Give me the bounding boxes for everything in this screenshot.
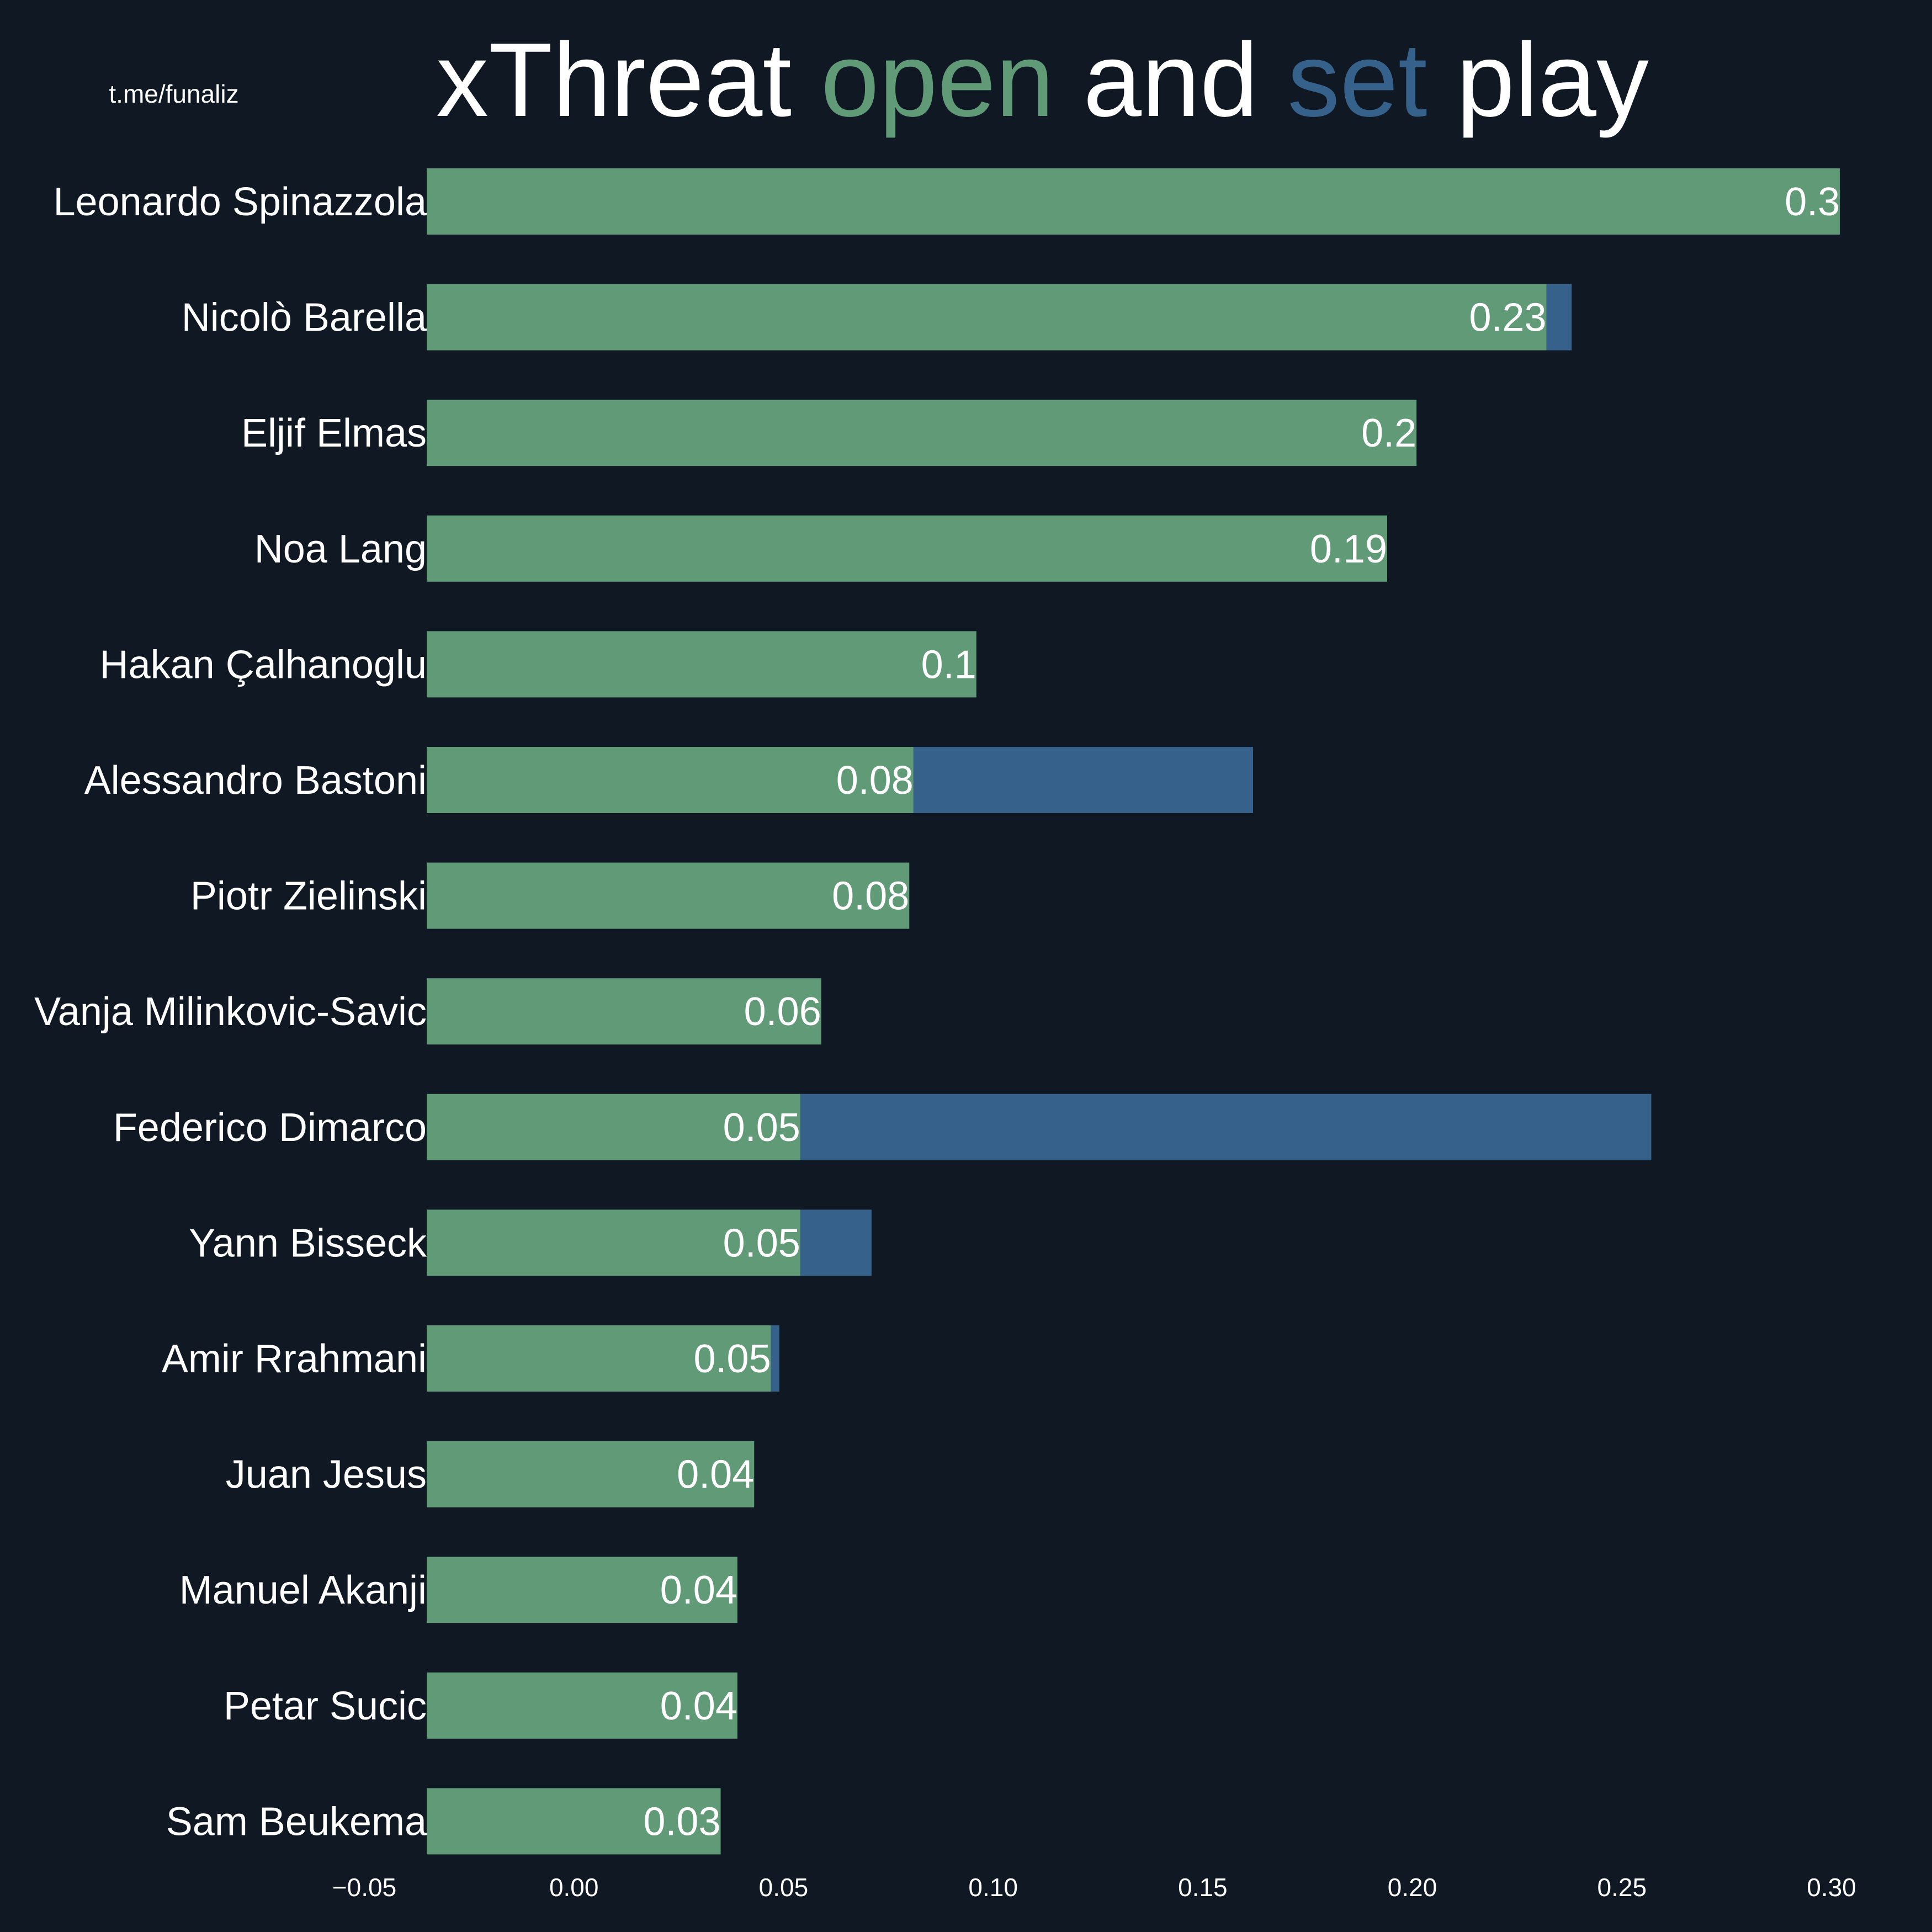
bar-open-play — [427, 862, 910, 929]
bar-set-play — [913, 747, 1253, 813]
bar-open-play — [427, 1557, 737, 1623]
chart-title: xThreat open and set play — [436, 22, 1649, 139]
value-label: 0.23 — [1469, 296, 1546, 340]
x-tick-label: 0.05 — [759, 1873, 809, 1902]
x-tick-label: 0.30 — [1807, 1873, 1856, 1902]
player-label: Piotr Zielinski — [190, 874, 427, 919]
value-label: 0.04 — [660, 1568, 737, 1612]
value-label: 0.06 — [744, 990, 821, 1034]
bar-set-play — [771, 1325, 779, 1392]
bar-open-play — [427, 515, 1388, 582]
player-label: Federico Dimarco — [113, 1106, 427, 1150]
x-axis: −0.05 0.00 0.05 0.10 0.15 0.20 0.25 0.30 — [332, 1873, 1856, 1902]
bar-open-play — [427, 631, 976, 698]
title-part: open — [821, 22, 1054, 139]
value-label: 0.2 — [1361, 411, 1416, 455]
player-label: Juan Jesus — [226, 1453, 427, 1497]
title-part: play — [1427, 22, 1649, 139]
player-label: Vanja Milinkovic-Savic — [34, 990, 427, 1034]
bar-open-play — [427, 978, 821, 1045]
title-part: and — [1054, 22, 1288, 139]
value-label: 0.1 — [921, 643, 976, 687]
player-label: Noa Lang — [254, 527, 427, 571]
bar-open-play — [427, 400, 1417, 466]
value-label: 0.04 — [677, 1453, 754, 1497]
bar-open-play — [427, 747, 914, 813]
player-label: Eljif Elmas — [241, 411, 427, 455]
bar-set-play — [1546, 284, 1572, 351]
bar-set-play — [800, 1209, 872, 1276]
value-label: 0.05 — [694, 1337, 771, 1381]
bar-open-play — [427, 168, 1840, 235]
title-part: set — [1287, 22, 1427, 139]
value-label: 0.08 — [832, 874, 909, 919]
bar-open-play — [427, 1788, 721, 1855]
bar-set-play — [800, 1094, 1652, 1160]
bar-open-play — [427, 1441, 755, 1508]
player-label: Petar Sucic — [224, 1684, 427, 1728]
bar-open-play — [427, 1672, 737, 1739]
title-part: xThreat — [436, 22, 821, 139]
value-label: 0.08 — [836, 758, 914, 803]
value-label: 0.3 — [1785, 180, 1840, 224]
player-label: Amir Rrahmani — [162, 1337, 427, 1381]
bar-open-play — [427, 1325, 771, 1392]
x-tick-label: 0.10 — [968, 1873, 1018, 1902]
player-label: Nicolò Barella — [182, 296, 427, 340]
value-label: 0.05 — [723, 1106, 800, 1150]
player-label: Leonardo Spinazzola — [53, 180, 427, 224]
player-label: Yann Bisseck — [189, 1221, 427, 1265]
bars-group: Leonardo Spinazzola 0.3 Nicolò Barella 0.23… — [34, 168, 1840, 1855]
player-label: Alessandro Bastoni — [84, 758, 427, 803]
x-tick-label: 0.25 — [1597, 1873, 1647, 1902]
x-tick-label: 0.20 — [1388, 1873, 1437, 1902]
x-tick-label: 0.00 — [549, 1873, 599, 1902]
x-tick-label: 0.15 — [1178, 1873, 1228, 1902]
player-label: Sam Beukema — [166, 1800, 427, 1844]
player-label: Manuel Akanji — [179, 1568, 427, 1612]
bar-open-play — [427, 284, 1547, 351]
x-tick-label: −0.05 — [332, 1873, 396, 1902]
bar-open-play — [427, 1094, 800, 1160]
value-label: 0.05 — [723, 1221, 800, 1265]
bar-open-play — [427, 1209, 800, 1276]
value-label: 0.04 — [660, 1684, 737, 1728]
value-label: 0.19 — [1310, 527, 1387, 571]
value-label: 0.03 — [643, 1800, 720, 1844]
player-label: Hakan Çalhanoglu — [100, 643, 427, 687]
credit-text: t.me/funaliz — [109, 79, 238, 108]
